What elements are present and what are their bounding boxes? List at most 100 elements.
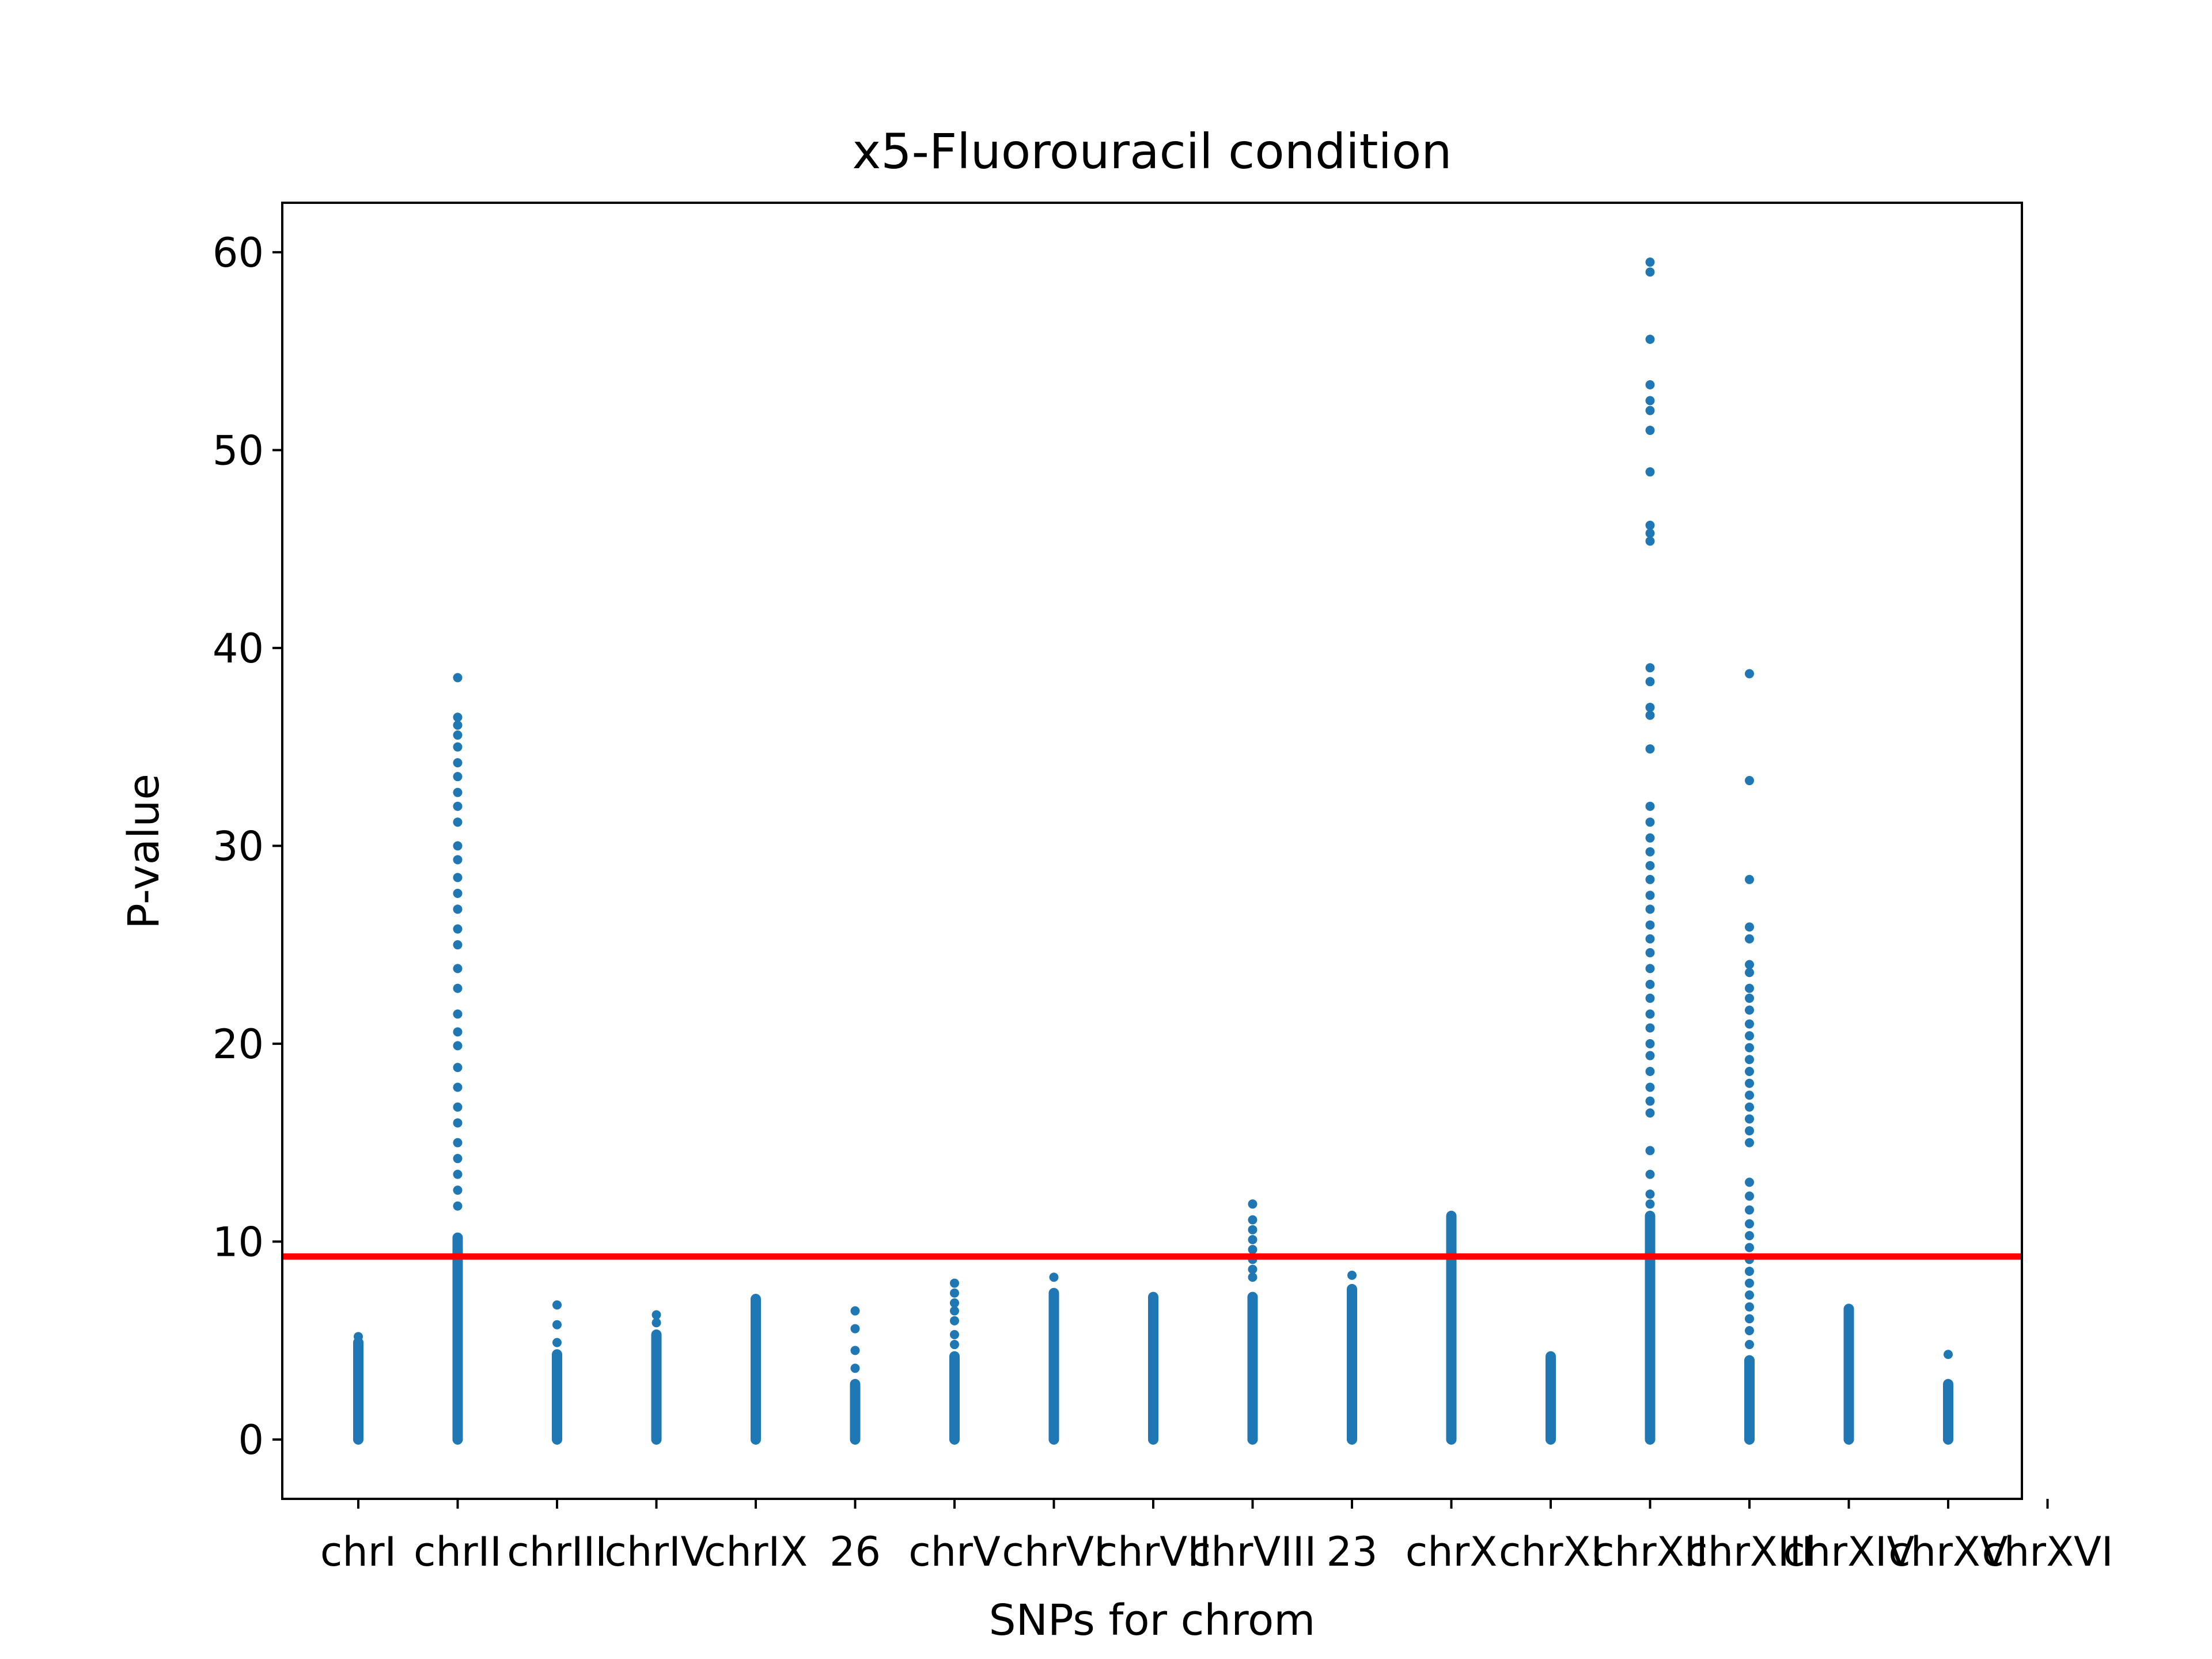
- data-point-chrXII-11: [1645, 663, 1655, 673]
- data-point-chrXIII-16: [1745, 1090, 1754, 1100]
- data-point-chrIV-0: [652, 1310, 661, 1320]
- series-chrIV: [651, 1310, 662, 1445]
- y-axis: 0 10 20 30 40 50 60: [213, 229, 282, 1464]
- data-point-chrXII-25: [1645, 934, 1655, 944]
- chart-title: x5-Fluorouracil condition: [852, 123, 1452, 180]
- x-tick-label-chrIII: chrIII: [507, 1528, 607, 1575]
- data-point-chrVIII-1: [1248, 1215, 1257, 1225]
- data-point-chrV-6: [950, 1340, 959, 1350]
- data-point-chrII-20: [453, 1027, 463, 1037]
- data-point-chrIII-1: [552, 1320, 562, 1330]
- data-point-chrII-1: [453, 713, 463, 722]
- data-point-26-3: [850, 1363, 860, 1373]
- data-point-chrXIII-15: [1745, 1078, 1754, 1088]
- y-tick-label-0: 0: [238, 1416, 264, 1464]
- data-point-chrXII-27: [1645, 964, 1655, 974]
- data-point-chrXII-16: [1645, 801, 1655, 811]
- data-point-chrII-26: [453, 1138, 463, 1147]
- data-point-chrII-25: [453, 1118, 463, 1128]
- data-point-chrXIII-34: [1745, 1340, 1754, 1350]
- data-point-23-0: [1347, 1270, 1357, 1280]
- data-point-chrXII-20: [1645, 861, 1655, 870]
- data-point-chrII-23: [453, 1082, 463, 1092]
- data-point-chrII-19: [453, 1009, 463, 1019]
- data-point-chrXIII-5: [1745, 960, 1754, 969]
- data-point-chrXII-3: [1645, 380, 1655, 390]
- data-point-chrVIII-7: [1248, 1272, 1257, 1282]
- data-point-chrII-7: [453, 787, 463, 797]
- data-point-chrII-4: [453, 742, 463, 752]
- x-tick-label-chrXIII: chrXIII: [1685, 1528, 1813, 1575]
- data-point-chrIII-0: [552, 1300, 562, 1310]
- data-point-chrXIII-29: [1745, 1278, 1754, 1288]
- data-point-chrII-28: [453, 1169, 463, 1179]
- x-tick-label-chrXVI: chrXVI: [1982, 1528, 2113, 1575]
- series-23: [1347, 1270, 1357, 1445]
- data-point-chrXIII-33: [1745, 1326, 1754, 1336]
- x-tick-label-chrV: chrV: [908, 1528, 1001, 1575]
- data-point-chrVI-0: [1049, 1272, 1059, 1282]
- data-point-chrXII-40: [1645, 1189, 1655, 1199]
- data-point-chrII-21: [453, 1041, 463, 1051]
- series-26: [850, 1306, 861, 1445]
- data-point-chrXII-38: [1645, 1146, 1655, 1156]
- data-point-chrII-27: [453, 1154, 463, 1164]
- data-point-chrXIII-31: [1745, 1302, 1754, 1312]
- x-axis-label: SNPs for chrom: [989, 1596, 1316, 1645]
- data-point-chrIII-2: [552, 1338, 562, 1347]
- data-point-chrXII-29: [1645, 993, 1655, 1003]
- data-point-chrXII-23: [1645, 904, 1655, 914]
- series-chrXII: [1645, 257, 1656, 1445]
- data-point-chrXII-21: [1645, 874, 1655, 884]
- data-point-chrXIII-21: [1745, 1177, 1754, 1187]
- data-point-chrII-5: [453, 758, 463, 768]
- y-tick-label-20: 20: [213, 1021, 264, 1068]
- data-point-chrXIII-30: [1745, 1290, 1754, 1300]
- series-chrXIII: [1744, 669, 1755, 1445]
- data-point-chrXIII-11: [1745, 1031, 1754, 1041]
- y-tick-label-30: 30: [213, 823, 264, 870]
- data-point-chrXII-31: [1645, 1023, 1655, 1033]
- data-point-chrII-11: [453, 855, 463, 865]
- data-point-26-1: [850, 1324, 860, 1334]
- data-point-chrII-6: [453, 772, 463, 782]
- data-point-chrXII-0: [1645, 257, 1655, 267]
- data-point-chrXIII-17: [1745, 1102, 1754, 1112]
- data-point-chrVIII-3: [1248, 1235, 1257, 1244]
- x-tick-label-chrIV: chrIV: [604, 1528, 708, 1575]
- data-point-chrXIII-12: [1745, 1043, 1754, 1052]
- x-tick-label-chrXV: chrXV: [1888, 1528, 2008, 1575]
- data-point-chrII-0: [453, 673, 463, 683]
- data-point-chrXII-18: [1645, 833, 1655, 843]
- data-point-chrXIII-10: [1745, 1019, 1754, 1029]
- x-tick-label-23: 23: [1326, 1528, 1377, 1575]
- y-tick-label-40: 40: [213, 625, 264, 672]
- data-point-chrXII-39: [1645, 1169, 1655, 1179]
- y-tick-label-50: 50: [213, 427, 264, 474]
- data-point-chrXII-1: [1645, 267, 1655, 277]
- data-point-chrXII-28: [1645, 979, 1655, 989]
- data-point-chrXII-15: [1645, 744, 1655, 754]
- data-point-chrXIII-14: [1745, 1067, 1754, 1077]
- series-chrI: [353, 1332, 363, 1445]
- data-point-26-2: [850, 1346, 860, 1355]
- series-chrV: [949, 1278, 960, 1445]
- data-point-chrII-22: [453, 1063, 463, 1073]
- data-point-chrV-5: [950, 1330, 959, 1339]
- data-point-chrIV-1: [652, 1318, 661, 1328]
- data-point-chrXIII-26: [1745, 1243, 1754, 1252]
- data-point-chrII-24: [453, 1102, 463, 1112]
- data-point-chrII-12: [453, 873, 463, 882]
- data-point-chrXIII-0: [1745, 669, 1754, 679]
- data-point-chrV-3: [950, 1306, 959, 1316]
- data-point-chrXII-5: [1645, 406, 1655, 415]
- y-axis-label: P-value: [119, 774, 169, 929]
- data-point-chrXII-35: [1645, 1082, 1655, 1092]
- data-point-chrII-17: [453, 964, 463, 974]
- data-point-chrXII-22: [1645, 891, 1655, 900]
- x-tick-label-chrVII: chrVII: [1096, 1528, 1211, 1575]
- data-point-chrII-16: [453, 940, 463, 950]
- data-point-chrII-2: [453, 720, 463, 730]
